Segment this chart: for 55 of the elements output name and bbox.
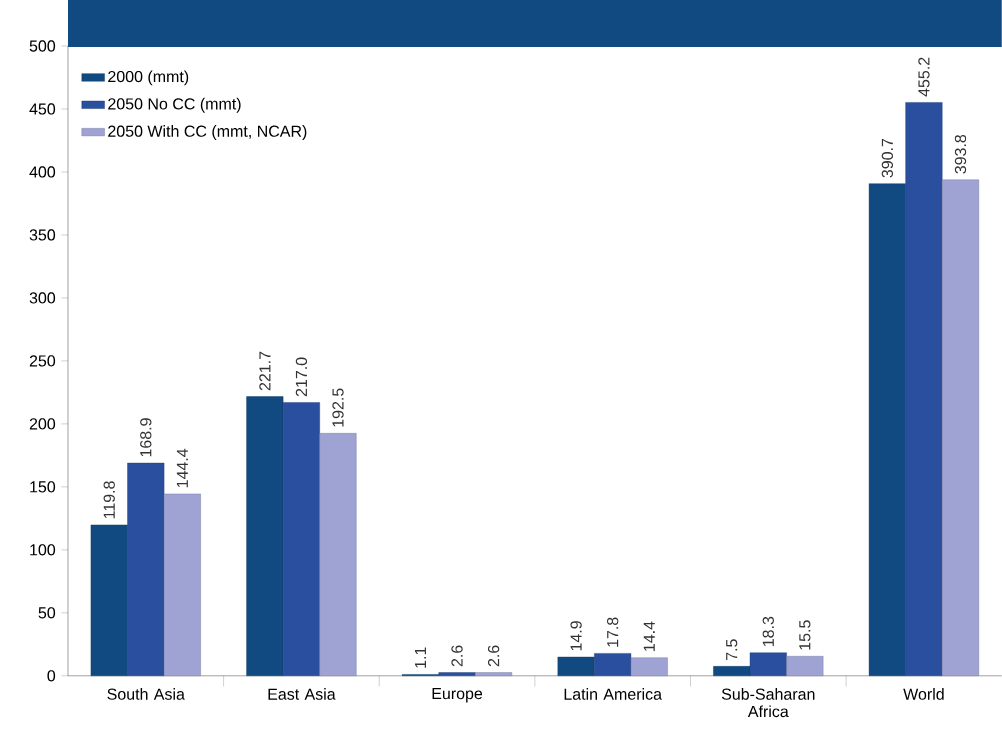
y-tick-label: 300 <box>29 292 56 304</box>
x-tick-label: World <box>903 688 944 700</box>
bar <box>557 656 595 677</box>
y-tick-label: 350 <box>29 229 56 241</box>
bar <box>163 493 201 677</box>
x-tick-label: Sub-Saharan Africa <box>721 688 815 718</box>
data-label: 168.9 <box>140 418 152 457</box>
bar <box>475 672 513 677</box>
bar <box>713 666 751 677</box>
bar <box>90 524 128 677</box>
data-label: 17.8 <box>607 617 619 647</box>
bar <box>905 102 943 677</box>
bar <box>282 402 320 677</box>
bar <box>942 179 979 677</box>
bar <box>319 433 357 677</box>
data-label: 119.8 <box>103 481 115 519</box>
data-label: 221.7 <box>259 351 271 391</box>
data-label: 7.5 <box>726 639 738 661</box>
y-tick-label: 100 <box>30 544 56 556</box>
data-label: 1.1 <box>414 647 426 668</box>
data-label: 217.0 <box>295 357 308 397</box>
data-label: 14.4 <box>643 621 655 652</box>
y-tick-label: 50 <box>38 607 56 619</box>
y-tick-label: 450 <box>29 103 56 115</box>
bar <box>246 396 284 677</box>
y-tick-label: 250 <box>29 355 56 367</box>
bar <box>594 653 632 677</box>
y-tick-label: 500 <box>29 40 56 52</box>
y-tick-label: 150 <box>30 481 56 493</box>
bar <box>630 657 668 677</box>
data-label: 2.6 <box>451 645 463 667</box>
x-tick-label: South Asia <box>107 688 185 700</box>
data-label: 18.3 <box>762 616 774 647</box>
data-label: 14.9 <box>570 621 582 651</box>
data-label: 192.5 <box>332 388 344 427</box>
bar <box>868 183 906 677</box>
y-tick-label: 200 <box>29 418 56 430</box>
data-label: 390.7 <box>881 139 894 178</box>
x-tick-label: East Asia <box>268 688 336 700</box>
bar <box>127 462 165 677</box>
data-label: 15.5 <box>799 620 811 650</box>
data-label: 144.4 <box>176 448 188 488</box>
bar <box>438 672 476 677</box>
data-label: 393.8 <box>954 135 967 174</box>
data-label: 455.2 <box>918 57 930 97</box>
legend-label: 2050 No CC (mmt) <box>108 97 241 113</box>
legend-label: 2000 (mmt) <box>108 70 189 86</box>
bar <box>786 656 824 677</box>
data-label: 2.6 <box>487 645 500 667</box>
y-tick-label: 0 <box>47 670 56 682</box>
bar <box>749 652 787 677</box>
y-tick-label: 400 <box>29 166 56 178</box>
x-tick-label: Latin America <box>564 688 662 700</box>
x-tick-label: Europe <box>432 688 483 703</box>
legend-label: 2050 With CC (mmt, NCAR) <box>108 125 307 141</box>
